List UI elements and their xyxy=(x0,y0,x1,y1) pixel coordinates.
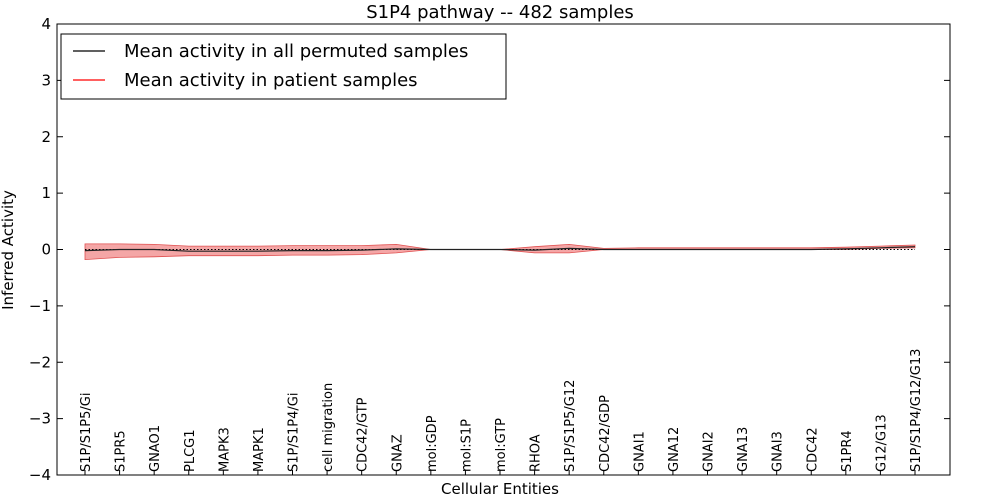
y-tick-label: 3 xyxy=(41,71,51,89)
x-tick-label: G12/G13 xyxy=(874,414,889,472)
x-tick-label: MAPK3 xyxy=(217,427,232,472)
y-tick-label: 2 xyxy=(41,128,51,146)
x-tick-label: GNAI1 xyxy=(632,431,647,472)
y-tick-label: 1 xyxy=(41,184,51,202)
y-tick-label: 0 xyxy=(41,241,51,259)
x-tick-label: S1PR5 xyxy=(114,430,129,472)
x-tick-label: CDC42/GDP xyxy=(598,395,613,472)
x-tick-label: CDC42 xyxy=(805,427,820,472)
x-tick-label: S1P/S1P4/G12/G13 xyxy=(909,349,924,472)
patient-mean-line xyxy=(84,246,916,252)
x-tick-label: CDC42/GTP xyxy=(356,397,371,472)
x-tick-label: GNAZ xyxy=(390,434,405,472)
x-tick-label: mol:GTP xyxy=(494,418,509,472)
x-tick-label: MAPK1 xyxy=(252,427,267,472)
y-tick-label: −4 xyxy=(29,466,51,484)
x-tick-label: GNAI3 xyxy=(771,431,786,472)
x-tick-label: mol:GDP xyxy=(425,415,440,472)
x-tick-label: GNA13 xyxy=(736,427,751,472)
chart-title: S1P4 pathway -- 482 samples xyxy=(366,2,634,23)
x-axis-label: Cellular Entities xyxy=(441,480,559,498)
x-tick-label: S1P/S1P5/Gi xyxy=(79,393,94,472)
legend-label-patient: Mean activity in patient samples xyxy=(124,70,418,91)
x-tick-label: S1P/S1P5/G12 xyxy=(563,380,578,472)
y-tick-label: −2 xyxy=(29,353,51,371)
y-axis: −4 −3 −2 −1 0 1 2 3 4 xyxy=(29,15,950,484)
x-axis: S1P/S1P5/Gi S1PR5 GNAO1 PLCG1 MAPK3 MAPK1 S1P/… xyxy=(79,349,924,475)
plot-area xyxy=(84,243,916,261)
x-tick-label: GNAO1 xyxy=(148,425,163,472)
y-tick-label: 4 xyxy=(41,15,51,33)
patient-confidence-band xyxy=(84,243,916,261)
x-tick-label: GNAI2 xyxy=(702,431,717,472)
y-tick-label: −1 xyxy=(29,297,51,315)
x-tick-label: GNA12 xyxy=(667,427,682,472)
x-tick-label: S1PR4 xyxy=(840,430,855,472)
x-tick-label: PLCG1 xyxy=(183,429,198,472)
x-tick-label: cell migration xyxy=(321,383,336,472)
legend-box xyxy=(60,33,507,100)
y-axis-label: Inferred Activity xyxy=(0,190,17,310)
x-tick-label: mol:S1P xyxy=(459,419,474,472)
legend-label-permuted: Mean activity in all permuted samples xyxy=(124,41,468,62)
y-tick-label: −3 xyxy=(29,410,51,428)
x-tick-label: RHOA xyxy=(529,434,544,472)
legend: Mean activity in all permuted samples Me… xyxy=(60,33,507,100)
x-tick-label: S1P/S1P4/Gi xyxy=(287,393,302,472)
